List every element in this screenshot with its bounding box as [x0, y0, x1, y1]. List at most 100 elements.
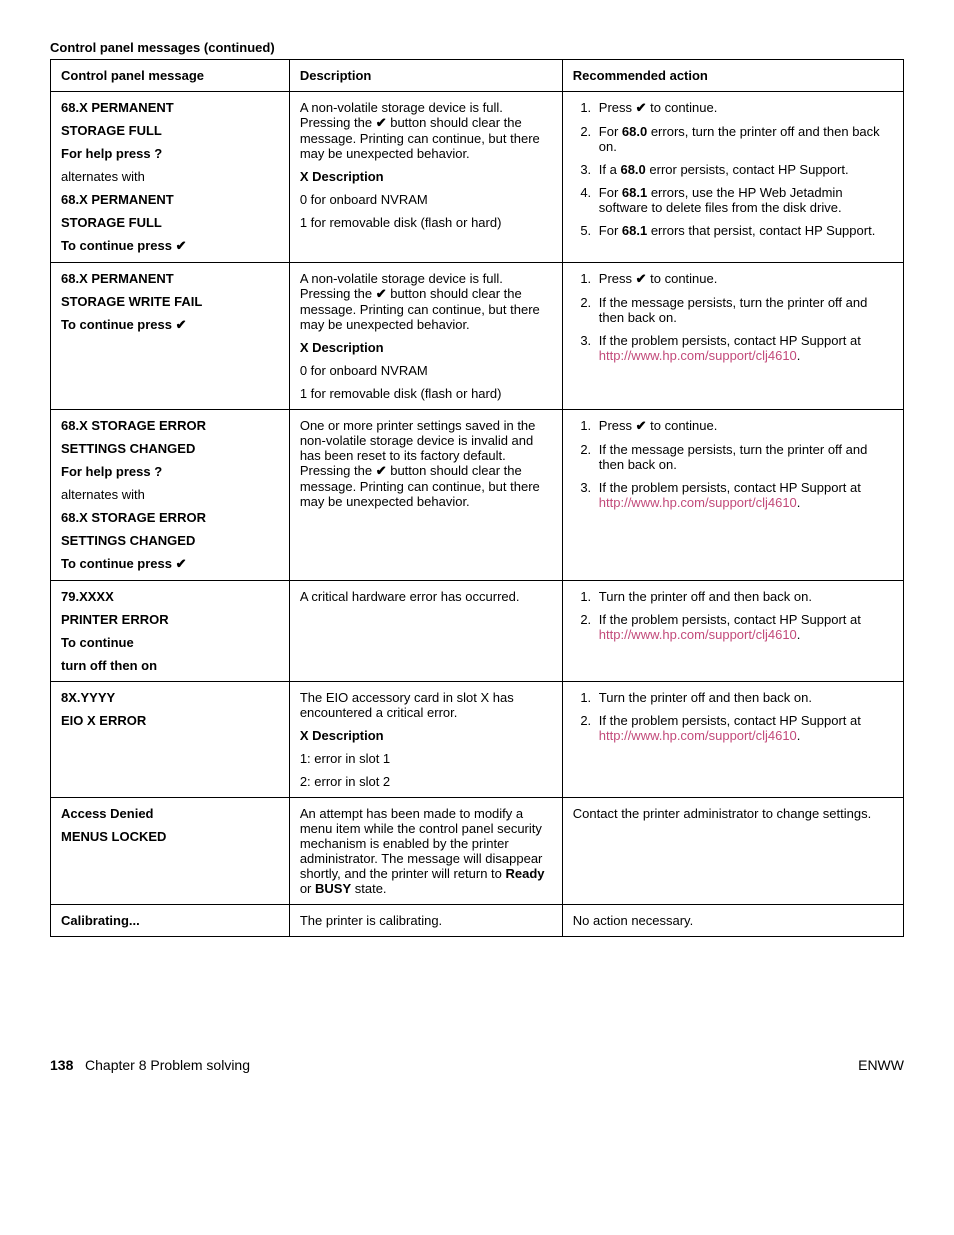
msg-line: alternates with: [61, 169, 279, 184]
help-icon: ?: [154, 146, 162, 161]
msg-line: STORAGE FULL: [61, 123, 279, 138]
msg-line: alternates with: [61, 487, 279, 502]
msg-line: STORAGE WRITE FAIL: [61, 294, 279, 309]
msg-line: EIO X ERROR: [61, 713, 279, 728]
step: For 68.0 errors, turn the printer off an…: [595, 124, 893, 154]
step: If the problem persists, contact HP Supp…: [595, 713, 893, 743]
action-text: Contact the printer administrator to cha…: [573, 806, 893, 821]
support-link[interactable]: support/clj4610: [709, 495, 797, 510]
step: Turn the printer off and then back on.: [595, 589, 893, 604]
msg-line: PRINTER ERROR: [61, 612, 279, 627]
step: If the problem persists, contact HP Supp…: [595, 333, 893, 363]
step: Press ✔ to continue.: [595, 418, 893, 434]
msg-line: SETTINGS CHANGED: [61, 441, 279, 456]
support-link[interactable]: support/clj4610: [709, 728, 797, 743]
table-row: 68.X PERMANENT STORAGE WRITE FAIL To con…: [51, 263, 904, 410]
support-link[interactable]: http://www.hp.com/: [599, 627, 709, 642]
cell-action: Press ✔ to continue. If the message pers…: [562, 410, 903, 581]
step: For 68.1 errors that persist, contact HP…: [595, 223, 893, 238]
msg-line: 68.X PERMANENT: [61, 100, 279, 115]
support-link[interactable]: http://www.hp.com/: [599, 495, 709, 510]
msg-line: To continue press ✔: [61, 556, 279, 572]
step: Turn the printer off and then back on.: [595, 690, 893, 705]
support-link[interactable]: support/clj4610: [709, 348, 797, 363]
cell-message: 68.X STORAGE ERROR SETTINGS CHANGED For …: [51, 410, 290, 581]
cell-description: The printer is calibrating.: [289, 905, 562, 937]
cell-message: 68.X PERMANENT STORAGE FULL For help pre…: [51, 92, 290, 263]
step: If a 68.0 error persists, contact HP Sup…: [595, 162, 893, 177]
header-action: Recommended action: [562, 60, 903, 92]
header-description: Description: [289, 60, 562, 92]
support-link[interactable]: support/clj4610: [709, 627, 797, 642]
cell-description: A non-volatile storage device is full. P…: [289, 263, 562, 410]
msg-line: STORAGE FULL: [61, 215, 279, 230]
msg-line: Calibrating...: [61, 913, 279, 928]
msg-line: 68.X STORAGE ERROR: [61, 510, 279, 525]
msg-line: 8X.YYYY: [61, 690, 279, 705]
chapter-label: Chapter 8 Problem solving: [85, 1057, 250, 1073]
check-icon: ✔: [636, 100, 647, 115]
msg-line: MENUS LOCKED: [61, 829, 279, 844]
check-icon: ✔: [636, 418, 647, 433]
cell-message: 79.XXXX PRINTER ERROR To continue turn o…: [51, 581, 290, 682]
step: If the problem persists, contact HP Supp…: [595, 480, 893, 510]
step: If the message persists, turn the printe…: [595, 295, 893, 325]
header-message: Control panel message: [51, 60, 290, 92]
msg-line: For help press ?: [61, 464, 279, 479]
check-icon: ✔: [636, 271, 647, 286]
action-text: No action necessary.: [573, 913, 893, 928]
page-footer: 138 Chapter 8 Problem solving ENWW: [50, 1057, 904, 1073]
cell-description: A non-volatile storage device is full. P…: [289, 92, 562, 263]
cell-description: An attempt has been made to modify a men…: [289, 798, 562, 905]
cell-description: The EIO accessory card in slot X has enc…: [289, 682, 562, 798]
msg-line: 68.X STORAGE ERROR: [61, 418, 279, 433]
support-link[interactable]: http://www.hp.com/: [599, 728, 709, 743]
msg-line: SETTINGS CHANGED: [61, 533, 279, 548]
msg-line: 68.X PERMANENT: [61, 192, 279, 207]
check-icon: ✔: [376, 115, 387, 130]
support-link[interactable]: http://www.hp.com/: [599, 348, 709, 363]
msg-line: For help press ?: [61, 146, 279, 161]
cell-action: Press ✔ to continue. For 68.0 errors, tu…: [562, 92, 903, 263]
cell-message: Access Denied MENUS LOCKED: [51, 798, 290, 905]
footer-left: 138 Chapter 8 Problem solving: [50, 1057, 250, 1073]
msg-line: turn off then on: [61, 658, 279, 673]
msg-line: 79.XXXX: [61, 589, 279, 604]
cell-action: Contact the printer administrator to cha…: [562, 798, 903, 905]
table-row: Access Denied MENUS LOCKED An attempt ha…: [51, 798, 904, 905]
step: Press ✔ to continue.: [595, 271, 893, 287]
table-row: 79.XXXX PRINTER ERROR To continue turn o…: [51, 581, 904, 682]
table-caption: Control panel messages (continued): [50, 40, 904, 55]
cell-message: 68.X PERMANENT STORAGE WRITE FAIL To con…: [51, 263, 290, 410]
cell-action: Turn the printer off and then back on. I…: [562, 581, 903, 682]
check-icon: ✔: [176, 238, 187, 253]
msg-line: 68.X PERMANENT: [61, 271, 279, 286]
page-number: 138: [50, 1057, 73, 1073]
cell-action: Press ✔ to continue. If the message pers…: [562, 263, 903, 410]
help-icon: ?: [154, 464, 162, 479]
table-row: Calibrating... The printer is calibratin…: [51, 905, 904, 937]
msg-line: To continue press ✔: [61, 238, 279, 254]
messages-table: Control panel message Description Recomm…: [50, 59, 904, 937]
step: For 68.1 errors, use the HP Web Jetadmin…: [595, 185, 893, 215]
table-row: 68.X PERMANENT STORAGE FULL For help pre…: [51, 92, 904, 263]
check-icon: ✔: [376, 286, 387, 301]
check-icon: ✔: [176, 317, 187, 332]
table-header-row: Control panel message Description Recomm…: [51, 60, 904, 92]
cell-message: Calibrating...: [51, 905, 290, 937]
msg-line: To continue: [61, 635, 279, 650]
step: If the message persists, turn the printe…: [595, 442, 893, 472]
cell-message: 8X.YYYY EIO X ERROR: [51, 682, 290, 798]
check-icon: ✔: [376, 463, 387, 478]
msg-line: Access Denied: [61, 806, 279, 821]
step: Press ✔ to continue.: [595, 100, 893, 116]
cell-description: One or more printer settings saved in th…: [289, 410, 562, 581]
table-row: 8X.YYYY EIO X ERROR The EIO accessory ca…: [51, 682, 904, 798]
table-row: 68.X STORAGE ERROR SETTINGS CHANGED For …: [51, 410, 904, 581]
msg-line: To continue press ✔: [61, 317, 279, 333]
step: If the problem persists, contact HP Supp…: [595, 612, 893, 642]
cell-action: No action necessary.: [562, 905, 903, 937]
cell-action: Turn the printer off and then back on. I…: [562, 682, 903, 798]
footer-right: ENWW: [858, 1057, 904, 1073]
cell-description: A critical hardware error has occurred.: [289, 581, 562, 682]
